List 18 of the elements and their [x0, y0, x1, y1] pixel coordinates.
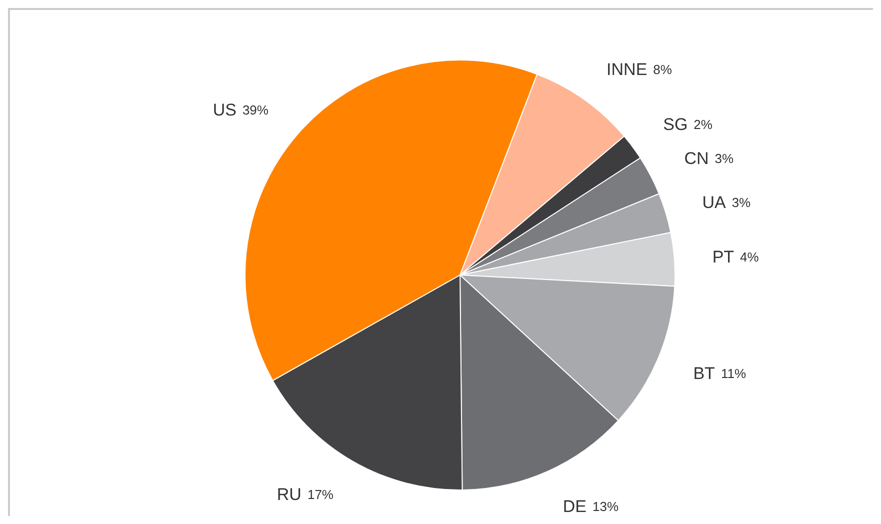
slice-label: RU: [276, 484, 302, 504]
slice-label: CN: [684, 148, 709, 168]
data-label: 4%: [740, 248, 760, 264]
data-label: 8%: [653, 61, 672, 76]
data-label: 3%: [714, 150, 734, 166]
data-label: 13%: [592, 498, 619, 514]
slice-label: US: [212, 100, 236, 120]
slice-label: PT: [712, 246, 734, 266]
slice-label: SG: [663, 114, 688, 134]
data-label: 2%: [694, 116, 713, 132]
slice-label: BT: [693, 364, 715, 383]
data-label: 11%: [720, 366, 746, 381]
slice-label: UA: [702, 192, 726, 212]
data-label: 39%: [242, 102, 269, 118]
slice-label: INNE: [606, 59, 648, 78]
slice-label: DE: [562, 496, 587, 516]
data-label: 3%: [732, 194, 752, 210]
data-label: 17%: [307, 486, 334, 502]
